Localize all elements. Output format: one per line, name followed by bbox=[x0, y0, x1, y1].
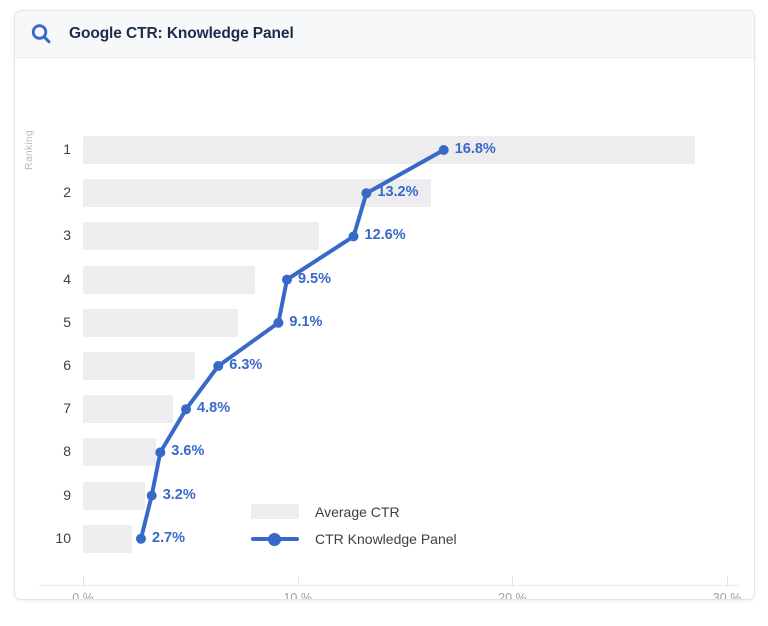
y-axis-tick-label: 7 bbox=[63, 400, 71, 417]
bar bbox=[83, 222, 320, 251]
data-point[interactable] bbox=[155, 447, 166, 458]
card-header: Google CTR: Knowledge Panel bbox=[15, 11, 754, 58]
y-axis-tick-label: 8 bbox=[63, 443, 71, 460]
data-point[interactable] bbox=[135, 533, 146, 544]
bar bbox=[83, 136, 695, 164]
data-point[interactable] bbox=[348, 231, 359, 242]
data-point[interactable] bbox=[361, 188, 372, 199]
x-axis-tick bbox=[512, 576, 514, 586]
bar bbox=[83, 395, 174, 424]
x-axis-tick-label: 20 % bbox=[498, 591, 527, 600]
data-point[interactable] bbox=[213, 361, 224, 371]
legend-label: Average CTR bbox=[315, 503, 400, 520]
bar bbox=[83, 265, 255, 294]
data-point-label: 9.5% bbox=[297, 270, 332, 287]
y-axis-tick-label: 4 bbox=[63, 270, 71, 287]
x-axis-tick-label: 0 % bbox=[72, 591, 94, 600]
legend-line-dot-icon bbox=[251, 532, 299, 546]
y-axis-tick-label: 3 bbox=[63, 227, 71, 244]
y-axis-tick-label: 6 bbox=[63, 357, 71, 373]
data-point[interactable] bbox=[181, 404, 192, 415]
x-axis-tick bbox=[297, 576, 299, 586]
legend-label: CTR Knowledge Panel bbox=[315, 530, 457, 547]
chart-plot-area: Ranking 1 2 3 4 5 6 7 8 9 10 16.8% 13.2% 12.6% 9.5% 9… bbox=[15, 58, 754, 600]
y-axis-tick-label: 10 bbox=[55, 529, 71, 546]
bar bbox=[83, 438, 156, 467]
bar bbox=[83, 352, 195, 380]
ctr-knowledge-panel-line bbox=[135, 145, 449, 544]
x-axis-tick-label: 10 % bbox=[283, 591, 312, 600]
y-axis-tick-label: 2 bbox=[63, 184, 71, 201]
x-axis-tick-label: 30 % bbox=[712, 591, 742, 600]
data-point-label: 13.2% bbox=[377, 184, 419, 201]
y-axis-tick-label: 1 bbox=[63, 141, 71, 157]
y-axis-tick-label: 9 bbox=[63, 486, 71, 503]
data-point-label: 4.8% bbox=[197, 400, 231, 417]
data-point-label: 3.2% bbox=[162, 486, 196, 503]
page-title: Google CTR: Knowledge Panel bbox=[69, 25, 294, 42]
bar bbox=[83, 524, 133, 553]
bar bbox=[83, 481, 146, 510]
legend-bar-swatch-icon bbox=[251, 504, 299, 519]
bar bbox=[83, 179, 431, 208]
x-axis-tick bbox=[83, 576, 84, 586]
bar bbox=[83, 308, 238, 337]
data-point-label: 9.1% bbox=[289, 313, 323, 330]
x-axis-line bbox=[39, 585, 739, 586]
legend-item-average-ctr[interactable]: Average CTR bbox=[251, 498, 457, 525]
data-point-label: 12.6% bbox=[364, 227, 406, 244]
data-point[interactable] bbox=[146, 490, 157, 501]
y-axis-tick-label: 5 bbox=[63, 313, 71, 330]
data-point-label: 3.6% bbox=[171, 443, 205, 460]
data-point-label: 16.8% bbox=[454, 141, 496, 157]
data-point[interactable] bbox=[273, 317, 284, 328]
data-point-label: 6.3% bbox=[229, 357, 263, 373]
data-point[interactable] bbox=[438, 145, 449, 155]
search-icon bbox=[29, 22, 53, 46]
data-point[interactable] bbox=[281, 274, 292, 285]
data-point-label: 2.7% bbox=[151, 529, 186, 546]
chart-legend: Average CTR CTR Knowledge Panel bbox=[251, 498, 457, 552]
x-axis-tick bbox=[727, 576, 729, 586]
legend-item-ctr-knowledge-panel[interactable]: CTR Knowledge Panel bbox=[251, 525, 457, 552]
